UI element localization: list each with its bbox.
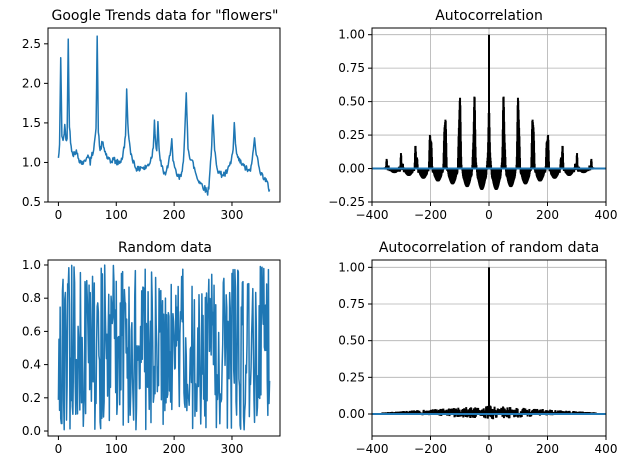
random-ytick-label: 1.0	[22, 258, 41, 272]
trends-acf-ytick-label: 0.50	[338, 95, 365, 109]
trends-acf-ytick-label: 1.00	[338, 28, 365, 42]
random-acf-xtick-label: 400	[595, 442, 618, 456]
trends-acf-ytick-label: 0.00	[338, 162, 365, 176]
random-chart: Random data 0 100 200 300 0.0 0.2 0.4 0.6 0.8 1.0	[22, 240, 281, 456]
random-acf-ytick-label: 0.00	[338, 407, 365, 421]
random-acf-ticks: −400 −200 0 200 400 0.00 0.25 0.50 0.75 1.00	[338, 260, 617, 456]
trends-acf-ticks: −400 −200 0 200 400 −0.25 0.00 0.25 0.50 0.75 1.00	[328, 28, 617, 222]
trends-xtick-label: 100	[105, 208, 128, 222]
trends-chart-title: Google Trends data for "flowers"	[52, 8, 279, 24]
random-series-line	[57, 264, 271, 431]
trends-series-line	[57, 35, 271, 196]
random-ytick-label: 0.8	[22, 291, 41, 305]
random-xtick-label: 200	[163, 442, 186, 456]
random-acf-ytick-label: 0.50	[338, 334, 365, 348]
trends-ytick-label: 2.5	[22, 37, 41, 51]
random-acf-axes-frame	[371, 259, 607, 437]
trends-acf-ytick-label: 0.75	[338, 61, 365, 75]
trends-xtick-label: 0	[55, 208, 63, 222]
trends-plot-area	[57, 35, 271, 196]
random-xtick-label: 0	[55, 442, 63, 456]
random-acf-ytick-label: 0.25	[338, 370, 365, 384]
random-acf-xtick-label: 200	[536, 442, 559, 456]
trends-acf-xtick-label: 0	[485, 208, 493, 222]
random-acf-xtick-label: 0	[485, 442, 493, 456]
trends-acf-axes-frame	[371, 27, 607, 203]
trends-ticks: 0 100 200 300 0.5 1.0 1.5 2.0 2.5	[22, 37, 244, 222]
trends-ytick-label: 2.0	[22, 76, 41, 90]
trends-xtick-label: 300	[221, 208, 244, 222]
trends-acf-xtick-label: −200	[414, 208, 447, 222]
random-ticks: 0 100 200 300 0.0 0.2 0.4 0.6 0.8 1.0	[22, 258, 244, 456]
trends-ytick-label: 0.5	[22, 195, 41, 209]
random-acf-plot-area	[372, 267, 606, 420]
random-xtick-label: 100	[105, 442, 128, 456]
trends-acf-ytick-label: 0.25	[338, 128, 365, 142]
random-acf-ytick-label: 1.00	[338, 260, 365, 274]
random-ytick-label: 0.4	[22, 358, 41, 372]
trends-acf-xtick-label: 400	[595, 208, 618, 222]
random-ytick-label: 0.6	[22, 324, 41, 338]
trends-acf-ytick-label: −0.25	[328, 195, 365, 209]
random-acf-xtick-label: −200	[414, 442, 447, 456]
trends-acf-chart: Autocorrelation −400 −200 0 200 400 −0.25 0.00…	[328, 8, 617, 222]
random-plot-area	[57, 264, 271, 431]
random-acf-title: Autocorrelation of random data	[379, 240, 599, 256]
random-ytick-label: 0.2	[22, 391, 41, 405]
trends-ytick-label: 1.5	[22, 116, 41, 130]
trends-chart: Google Trends data for "flowers" 0 100 200…	[22, 8, 281, 222]
random-xtick-label: 300	[221, 442, 244, 456]
random-chart-title: Random data	[118, 240, 212, 256]
random-acf-xtick-label: −400	[356, 442, 389, 456]
trends-axes-frame	[47, 27, 281, 203]
random-acf-ytick-label: 0.75	[338, 297, 365, 311]
trends-ytick-label: 1.0	[22, 155, 41, 169]
trends-acf-plot-area	[372, 34, 606, 190]
trends-acf-title: Autocorrelation	[435, 8, 543, 24]
random-axes-frame	[47, 259, 281, 437]
trends-xtick-label: 200	[163, 208, 186, 222]
trends-acf-xtick-label: 200	[536, 208, 559, 222]
trends-acf-xtick-label: −400	[356, 208, 389, 222]
random-ytick-label: 0.0	[22, 424, 41, 438]
random-acf-chart: Autocorrelation of random data −400 −200 0…	[338, 240, 617, 456]
